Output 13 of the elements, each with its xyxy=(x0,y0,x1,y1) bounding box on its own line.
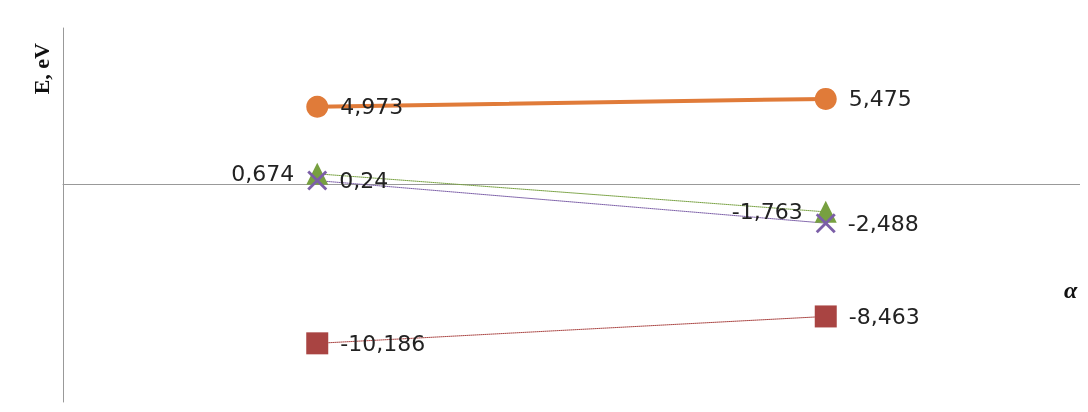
data-label: 0,674 xyxy=(231,161,295,187)
data-label: 0,24 xyxy=(339,168,389,194)
point xyxy=(306,95,329,118)
data-label: -2,488 xyxy=(847,210,919,236)
y-axis-title: E, eV xyxy=(28,42,54,95)
x-axis-title: α xyxy=(1064,277,1078,303)
point xyxy=(306,332,329,355)
data-label: 5,475 xyxy=(848,86,912,112)
point xyxy=(814,87,837,110)
data-label: -1,763 xyxy=(731,199,803,225)
data-label: -8,463 xyxy=(848,303,920,329)
data-label: -10,186 xyxy=(340,330,426,356)
point xyxy=(814,305,837,328)
